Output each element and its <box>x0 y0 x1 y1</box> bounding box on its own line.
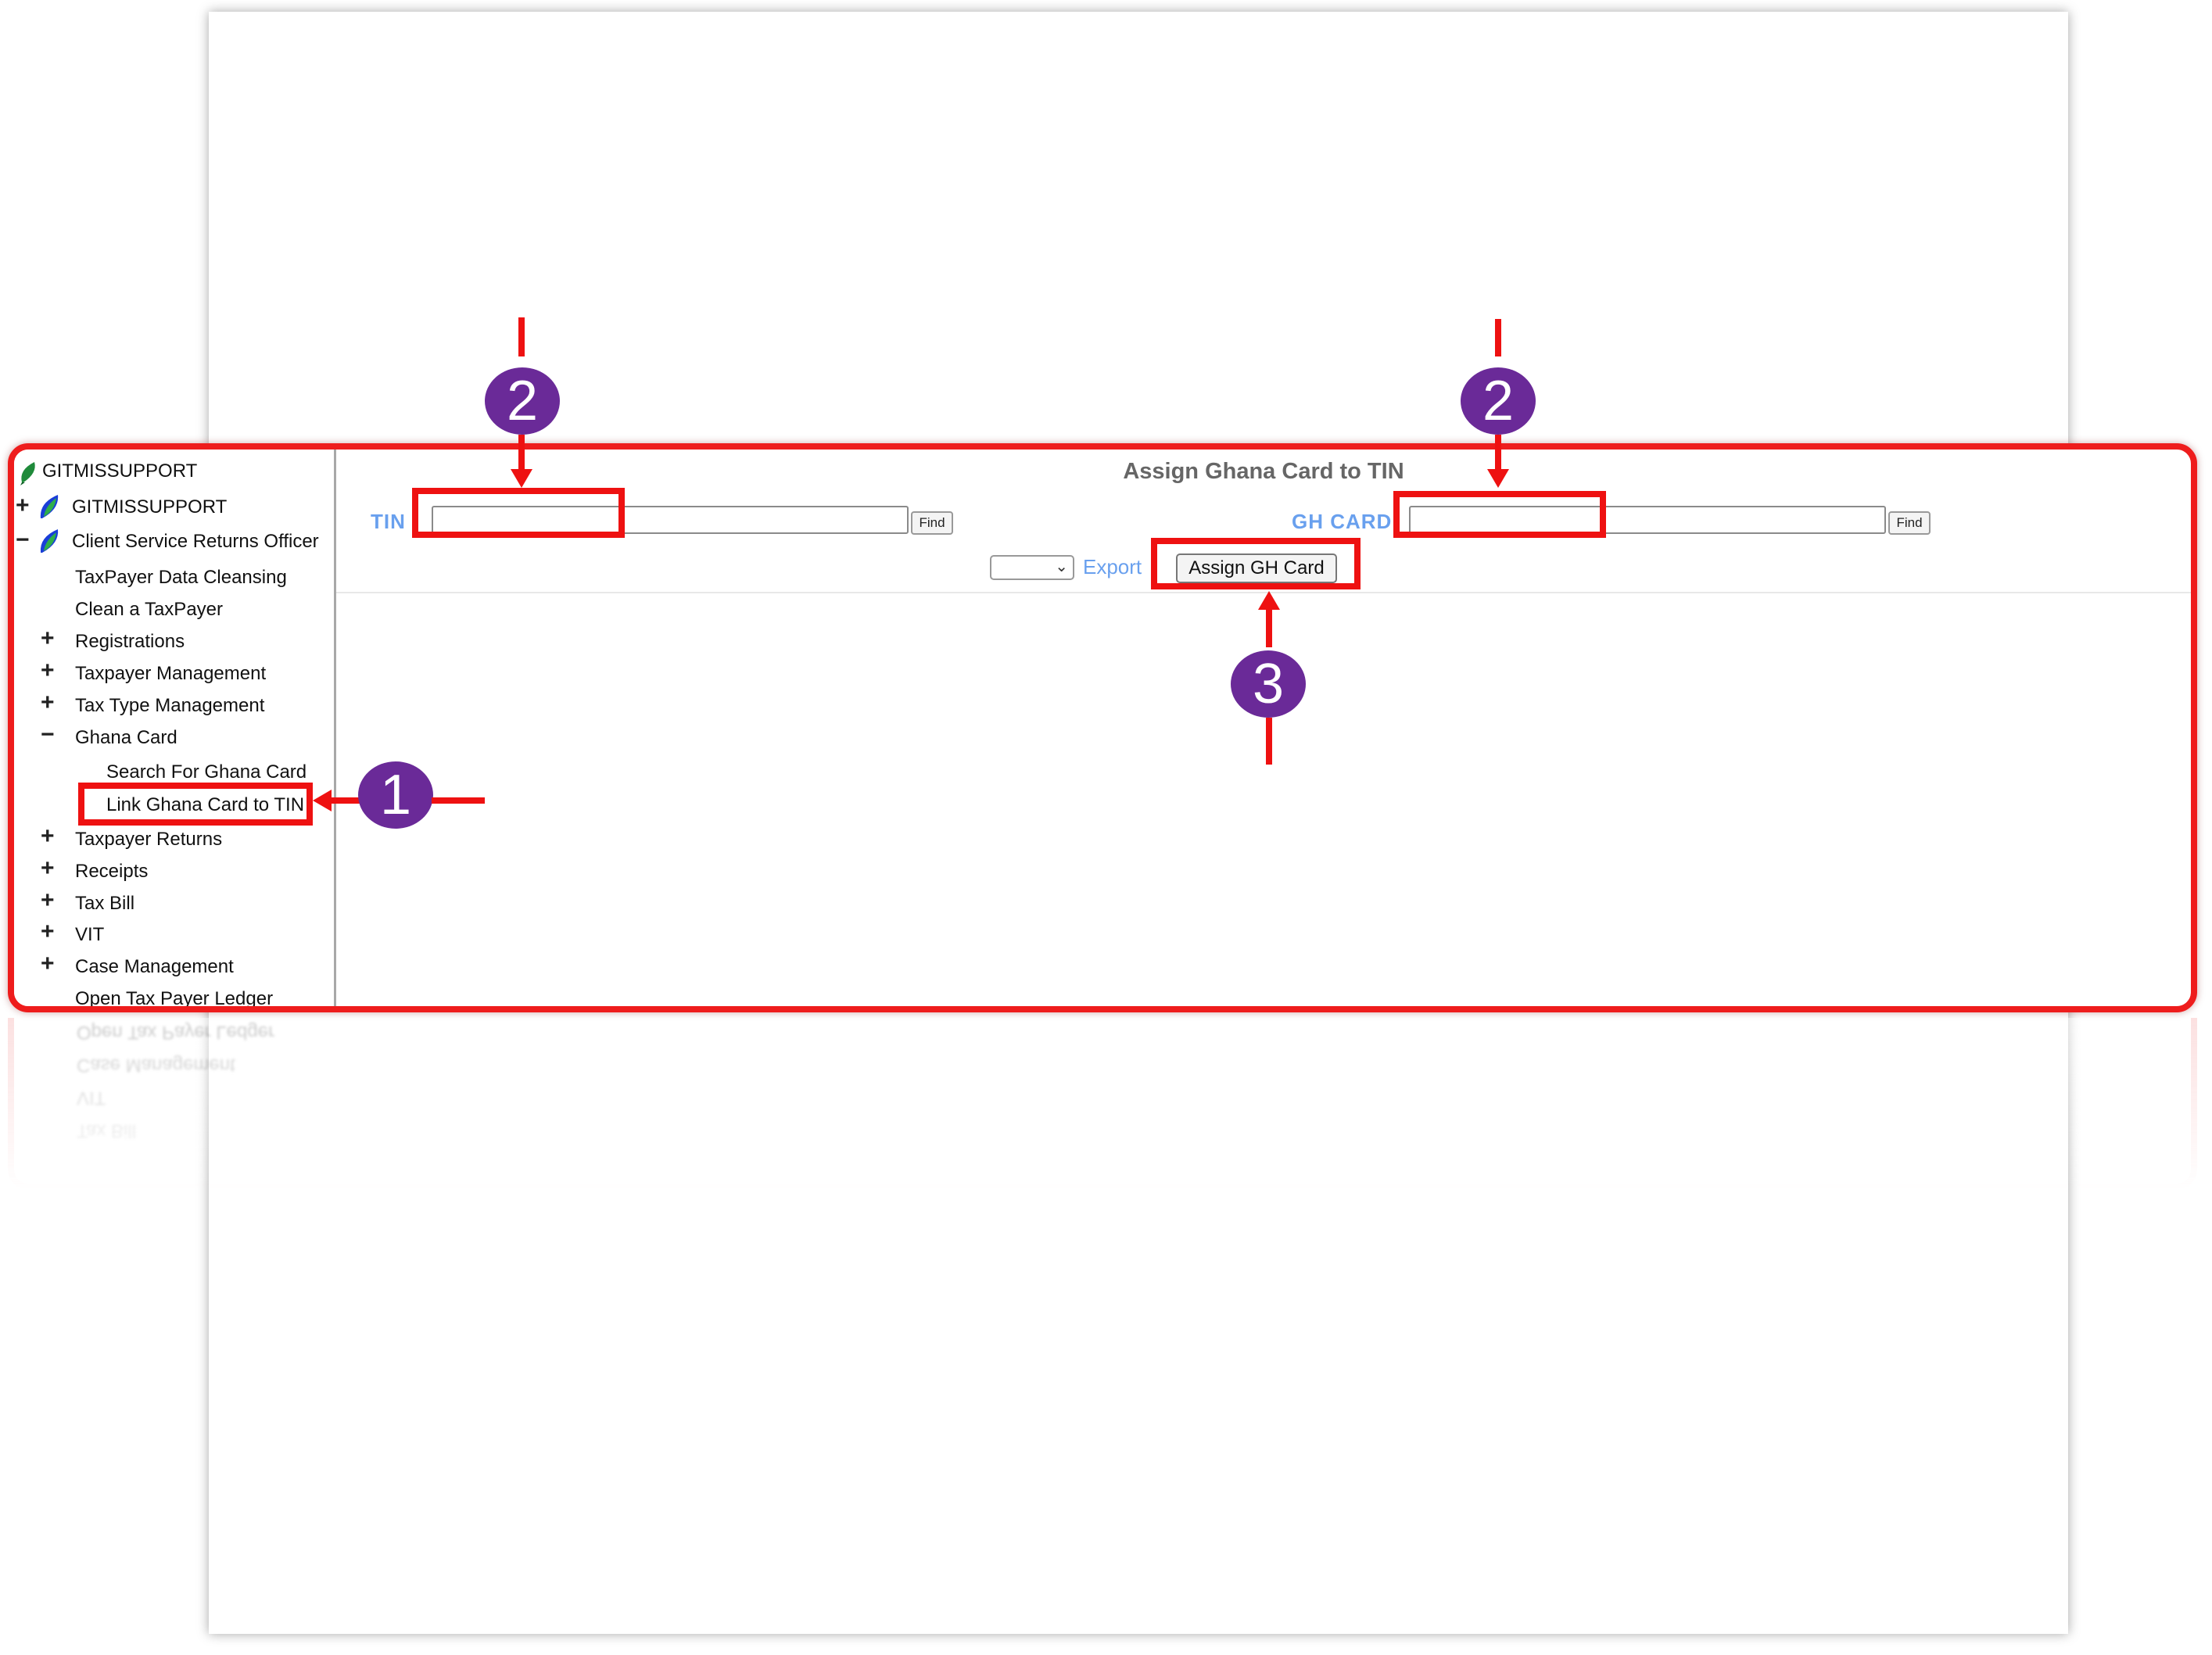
sidebar-item-open-ledger[interactable]: Open Tax Payer Ledger <box>75 988 273 1010</box>
sidebar-item-clean-taxpayer[interactable]: Clean a TaxPayer <box>75 599 223 621</box>
arrow-line <box>518 435 525 471</box>
tree-root-label[interactable]: GITMISSUPPORT <box>42 460 197 482</box>
screenshot-frame: GITMISSUPPORT + GITMISSUPPORT − Client S… <box>8 443 2197 1012</box>
sidebar-item-case-management[interactable]: Case Management <box>75 956 234 978</box>
arrow-left-icon <box>313 790 332 811</box>
expand-icon[interactable]: + <box>41 953 55 975</box>
reflection-ledger: Open Tax Payer Ledger <box>77 1021 274 1043</box>
expand-icon[interactable]: + <box>41 921 55 943</box>
step-badge-1: 1 <box>358 761 433 829</box>
sidebar-item-taxpayer-management[interactable]: Taxpayer Management <box>75 663 266 685</box>
highlight-assign-button <box>1151 538 1361 589</box>
app-logo-icon <box>17 459 41 485</box>
tree-group-gitmissupport[interactable]: GITMISSUPPORT <box>72 496 227 518</box>
step-badge-3: 3 <box>1231 650 1306 718</box>
reflection-vit: VIT <box>77 1087 106 1109</box>
arrow-line <box>518 317 525 356</box>
sidebar-item-taxpayer-returns[interactable]: Taxpayer Returns <box>75 829 222 851</box>
expand-icon[interactable]: + <box>41 660 55 682</box>
sidebar-item-vit[interactable]: VIT <box>75 924 104 946</box>
user-role-icon <box>38 528 61 554</box>
sidebar-item-data-cleansing[interactable]: TaxPayer Data Cleansing <box>75 567 287 589</box>
chevron-down-icon: ⌄ <box>1055 557 1068 576</box>
navigation-tree: GITMISSUPPORT + GITMISSUPPORT − Client S… <box>14 450 336 1006</box>
arrow-up-icon <box>1258 591 1280 610</box>
user-role-icon <box>38 493 61 520</box>
sidebar-item-receipts[interactable]: Receipts <box>75 861 148 883</box>
arrow-line <box>1495 319 1501 356</box>
highlight-tin-input <box>412 488 625 538</box>
sidebar-item-search-ghana-card[interactable]: Search For Ghana Card <box>106 761 307 783</box>
step-badge-2-ghcard: 2 <box>1461 367 1536 435</box>
reflection-taxbill: Tax Bill <box>77 1119 136 1141</box>
expand-icon[interactable]: + <box>41 826 55 847</box>
find-ghcard-button[interactable]: Find <box>1888 511 1931 535</box>
arrow-line <box>330 797 360 804</box>
tree-group-client-service[interactable]: Client Service Returns Officer <box>72 531 319 553</box>
expand-icon[interactable]: + <box>41 858 55 879</box>
reflection-effect: Open Tax Payer Ledger Case Management VI… <box>8 1018 2197 1190</box>
expand-icon[interactable]: + <box>16 495 30 517</box>
arrow-down-icon <box>1487 469 1509 488</box>
expand-icon[interactable]: + <box>41 890 55 912</box>
arrow-line <box>1266 608 1272 647</box>
reflection-case: Case Management <box>77 1054 235 1076</box>
arrow-line <box>432 797 485 804</box>
collapse-icon[interactable]: − <box>16 529 30 551</box>
find-tin-button[interactable]: Find <box>911 511 953 535</box>
sidebar-item-tax-bill[interactable]: Tax Bill <box>75 893 134 915</box>
sidebar-item-ghana-card[interactable]: Ghana Card <box>75 727 177 749</box>
highlight-ghcard-input <box>1393 491 1606 538</box>
highlight-link-ghana-card <box>78 783 313 826</box>
expand-icon[interactable]: + <box>41 628 55 650</box>
export-format-select[interactable]: ⌄ <box>990 555 1074 580</box>
step-badge-2-tin: 2 <box>485 367 560 435</box>
expand-icon[interactable]: + <box>41 692 55 714</box>
arrow-down-icon <box>511 469 532 488</box>
ghcard-label: GH CARD <box>1292 510 1392 534</box>
export-link[interactable]: Export <box>1083 555 1142 579</box>
arrow-line <box>1495 435 1501 471</box>
collapse-icon[interactable]: − <box>41 724 55 746</box>
tin-label: TIN <box>371 510 406 534</box>
sidebar-item-registrations[interactable]: Registrations <box>75 631 185 653</box>
sidebar-item-tax-type-management[interactable]: Tax Type Management <box>75 695 264 717</box>
arrow-line <box>1266 718 1272 765</box>
page-title: Assign Ghana Card to TIN <box>336 459 2191 485</box>
